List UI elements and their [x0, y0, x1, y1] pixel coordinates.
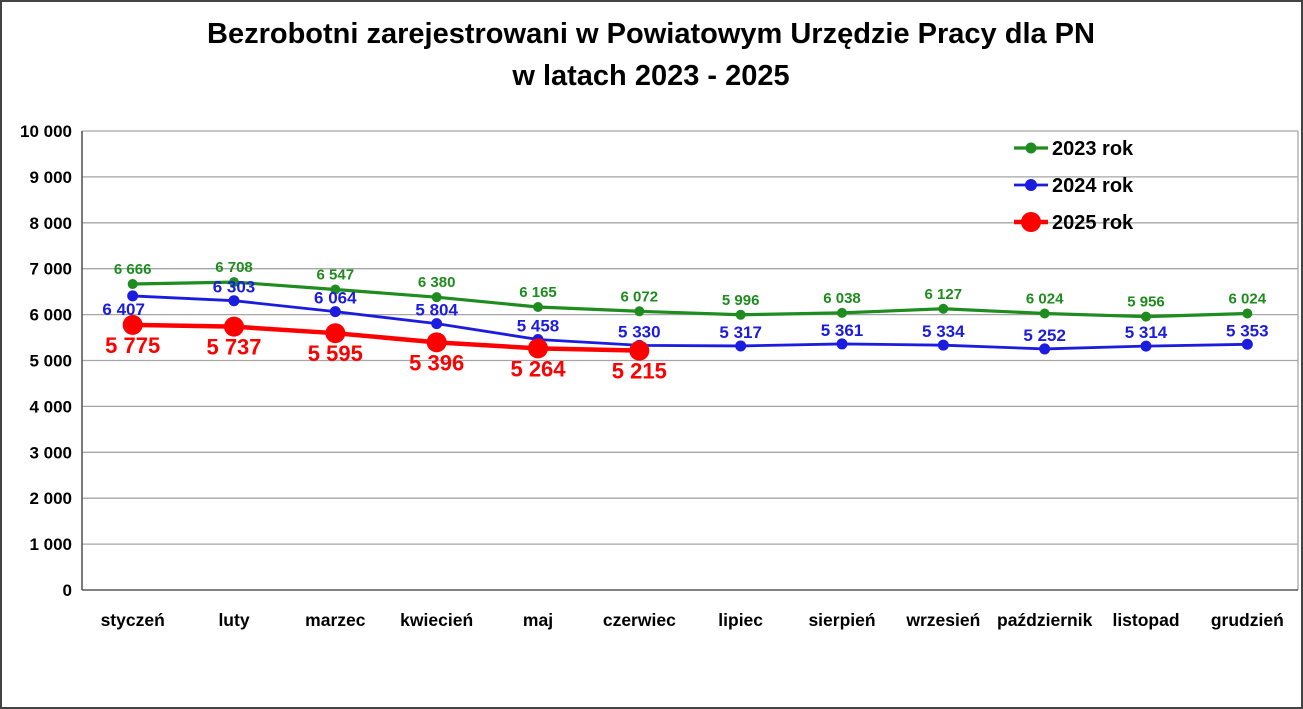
data-point: [1039, 308, 1050, 319]
data-label: 6 127: [925, 286, 963, 303]
legend-marker-dot: [1021, 212, 1041, 232]
y-tick-label: 0: [63, 581, 72, 600]
data-point: [735, 340, 747, 352]
x-tick-label: grudzień: [1211, 610, 1284, 630]
data-point: [122, 314, 143, 335]
plot-area: 0 1 000 2 000 3 000 4 000 5 000 6 000 7 000 8 00…: [20, 122, 1299, 630]
legend-item: 2024 rok: [1014, 175, 1134, 197]
data-label: 5 334: [922, 322, 965, 341]
data-point: [426, 332, 447, 353]
y-tick-label: 7 000: [29, 260, 72, 279]
data-point: [127, 290, 139, 302]
data-label: 5 215: [612, 359, 667, 384]
data-point: [836, 338, 848, 350]
chart-title-line1: Bezrobotni zarejestrowani w Powiatowym U…: [207, 18, 1095, 50]
data-label: 5 264: [510, 356, 566, 381]
data-label: 5 595: [308, 341, 363, 366]
data-point: [1241, 338, 1253, 350]
data-label: 6 708: [215, 259, 253, 276]
x-tick-label: styczeń: [101, 610, 165, 630]
data-point: [837, 307, 847, 318]
data-label: 5 737: [206, 335, 261, 360]
y-tick-label: 9 000: [29, 168, 72, 187]
data-point: [629, 340, 650, 361]
y-tick-label: 3 000: [29, 443, 72, 462]
data-point: [431, 318, 443, 330]
data-label: 5 353: [1226, 321, 1269, 340]
data-label: 6 038: [823, 290, 861, 307]
legend-item: 2023 rok: [1014, 138, 1134, 160]
series-line-2024-rok: [131, 294, 1249, 351]
y-tick-label: 8 000: [29, 214, 72, 233]
x-tick-label: marzec: [305, 610, 366, 630]
series-line-2025-rok: [130, 322, 642, 353]
data-point: [325, 323, 346, 344]
data-label: 6 666: [114, 261, 152, 278]
x-tick-label: sierpień: [808, 610, 875, 630]
x-tick-label: luty: [218, 610, 249, 630]
legend-label: 2024 rok: [1052, 175, 1134, 197]
data-label: 6 407: [102, 300, 145, 319]
data-label: 5 804: [415, 301, 458, 320]
x-tick-label: październik: [997, 610, 1093, 630]
data-point: [735, 309, 746, 320]
data-label: 6 064: [314, 289, 357, 308]
data-label: 5 330: [618, 322, 661, 341]
data-point: [528, 338, 548, 359]
data-label: 5 314: [1125, 323, 1168, 342]
data-point: [224, 316, 244, 337]
data-point: [533, 302, 543, 313]
data-label: 5 996: [722, 292, 760, 309]
y-tick-label: 1 000: [29, 535, 72, 554]
data-point: [634, 306, 645, 317]
x-tick-label: kwiecień: [400, 610, 473, 630]
data-label: 6 380: [418, 274, 456, 291]
data-label: 5 361: [821, 321, 864, 340]
y-tick-label: 10 000: [20, 122, 72, 141]
data-label: 6 072: [621, 288, 659, 305]
data-point: [1140, 340, 1152, 352]
data-point: [1141, 311, 1151, 322]
x-tick-label: lipiec: [718, 610, 763, 630]
data-point: [127, 279, 138, 290]
data-point: [229, 277, 239, 288]
data-point: [228, 295, 240, 307]
y-tick-label: 5 000: [29, 352, 72, 371]
data-point: [1242, 308, 1253, 319]
series-line-2023-rok: [131, 280, 1249, 319]
data-label: 5 317: [719, 323, 762, 342]
data-label: 6 024: [1026, 290, 1064, 307]
data-point: [1039, 343, 1051, 355]
data-label: 6 303: [213, 278, 256, 297]
data-label: 5 956: [1127, 294, 1165, 311]
legend-label: 2025 rok: [1052, 212, 1134, 234]
data-label: 5 396: [409, 350, 464, 375]
data-point: [329, 306, 341, 318]
chart-title-line2: w latach 2023 - 2025: [511, 60, 789, 92]
x-tick-label: wrzesień: [905, 610, 980, 630]
data-point: [431, 292, 442, 303]
y-tick-label: 4 000: [29, 397, 72, 416]
x-tick-label: maj: [523, 610, 553, 630]
data-point: [937, 339, 949, 351]
data-label: 6 165: [519, 284, 557, 301]
data-point: [938, 303, 949, 314]
data-label: 5 252: [1023, 326, 1066, 345]
data-label: 5 775: [105, 333, 160, 358]
legend-marker-dot: [1025, 142, 1037, 154]
data-label: 6 547: [317, 266, 355, 283]
legend-marker-dot: [1025, 179, 1037, 191]
legend-item: 2025 rok: [1014, 212, 1134, 234]
data-label: 6 024: [1229, 290, 1267, 307]
y-tick-label: 2 000: [29, 489, 72, 508]
data-point: [330, 284, 341, 295]
x-tick-label: czerwiec: [603, 610, 676, 630]
x-tick-label: listopad: [1112, 610, 1179, 630]
data-label: 5 458: [517, 316, 560, 335]
y-tick-label: 6 000: [29, 306, 72, 325]
legend-label: 2023 rok: [1052, 138, 1134, 160]
